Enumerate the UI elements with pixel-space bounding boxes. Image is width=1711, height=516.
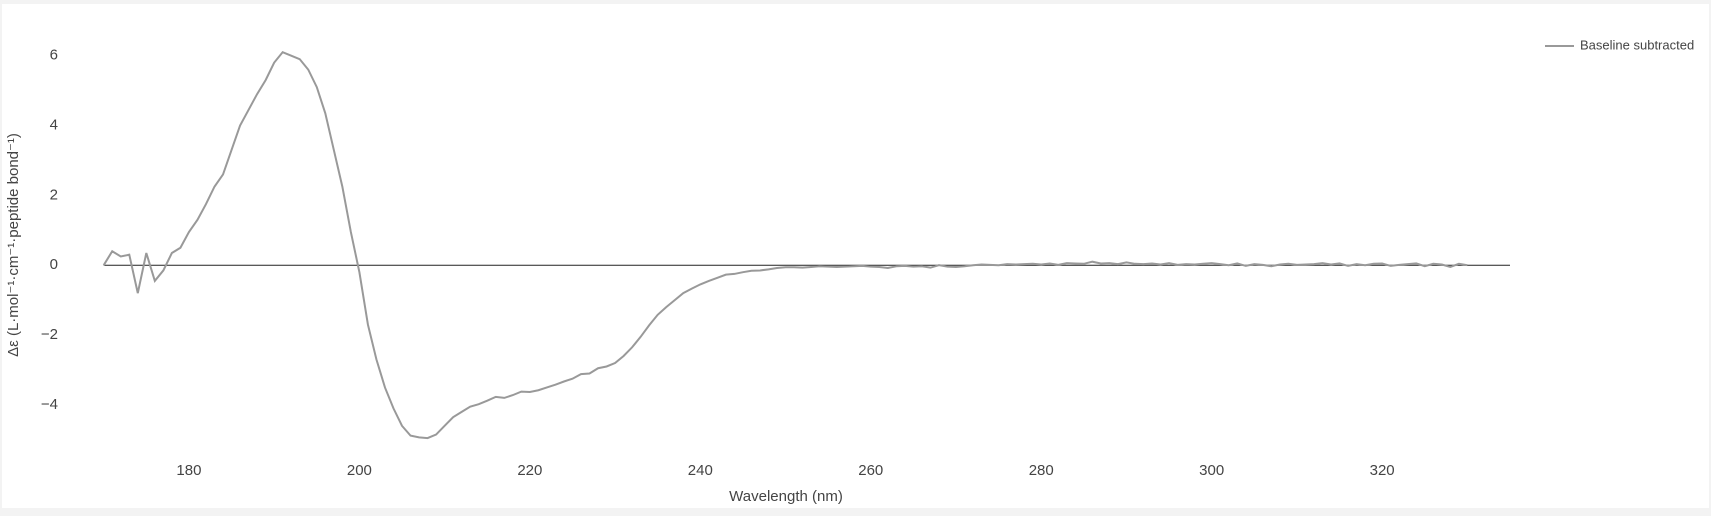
y-axis-title: Δε (L·mol⁻¹·cm⁻¹·peptide bond⁻¹) — [5, 133, 22, 357]
x-tick-label: 280 — [1029, 462, 1054, 479]
x-tick-label: 260 — [858, 462, 883, 479]
x-tick-label: 320 — [1370, 462, 1395, 479]
x-tick-label: 200 — [347, 462, 372, 479]
x-tick-label: 180 — [176, 462, 201, 479]
y-tick-label: 4 — [50, 116, 58, 133]
y-tick-label: −4 — [41, 396, 58, 413]
data-line — [102, 50, 1468, 440]
chart-background — [2, 4, 1709, 508]
x-tick-label: 220 — [517, 462, 542, 479]
y-tick-label: −2 — [41, 326, 58, 343]
x-axis-title: Wavelength (nm) — [729, 488, 843, 505]
x-tick-label: 300 — [1199, 462, 1224, 479]
y-tick-label: 6 — [50, 47, 58, 64]
y-tick-label: 0 — [50, 256, 58, 273]
y-tick-label: 2 — [50, 186, 58, 203]
legend-label: Baseline subtracted — [1580, 37, 1694, 52]
x-tick-label: 240 — [688, 462, 713, 479]
